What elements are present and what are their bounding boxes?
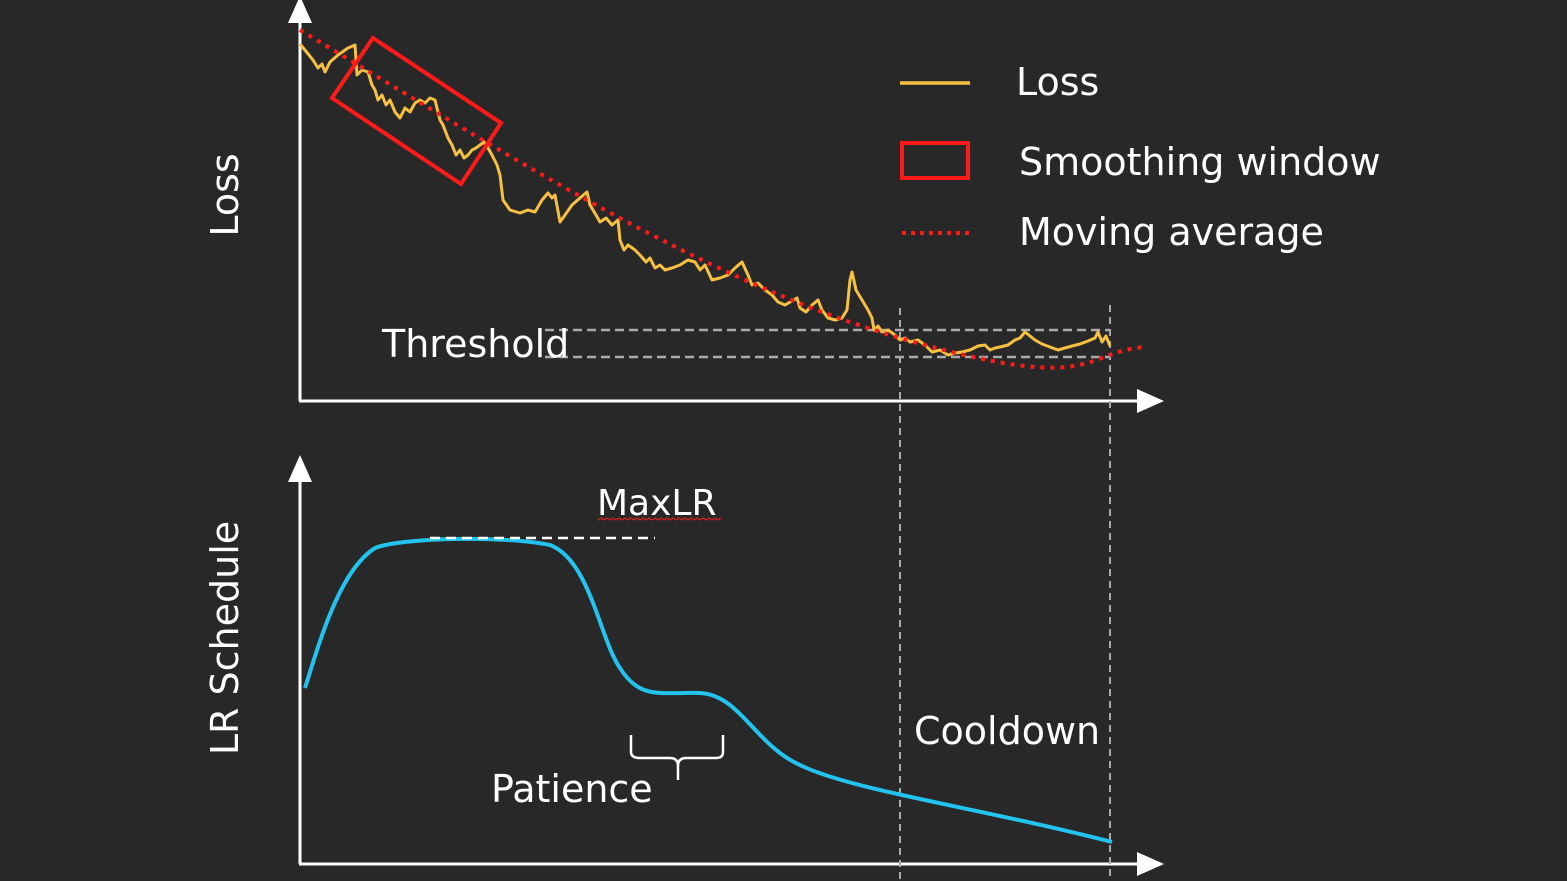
threshold-label: Threshold <box>381 322 569 366</box>
legend-moving-average-label: Moving average <box>1019 210 1324 254</box>
patience-label: Patience <box>491 767 653 811</box>
legend-smoothing-window-label: Smoothing window <box>1019 140 1381 184</box>
top-y-axis-label: Loss <box>203 153 247 236</box>
lr-schedule-curve <box>303 536 1113 844</box>
smoothing-window-box <box>329 35 504 187</box>
bottom-y-axis-label: LR Schedule <box>203 521 247 755</box>
loss-curve <box>298 43 1112 357</box>
cooldown-label: Cooldown <box>914 709 1100 753</box>
patience-brace <box>629 735 725 780</box>
legend-loss-label: Loss <box>1016 60 1099 104</box>
max-lr-spellcheck-underline <box>597 517 722 521</box>
legend-smoothing-window-swatch <box>900 141 970 180</box>
legend: Loss Smoothing window Moving average <box>900 60 1381 254</box>
max-lr-label: MaxLR <box>597 483 717 524</box>
